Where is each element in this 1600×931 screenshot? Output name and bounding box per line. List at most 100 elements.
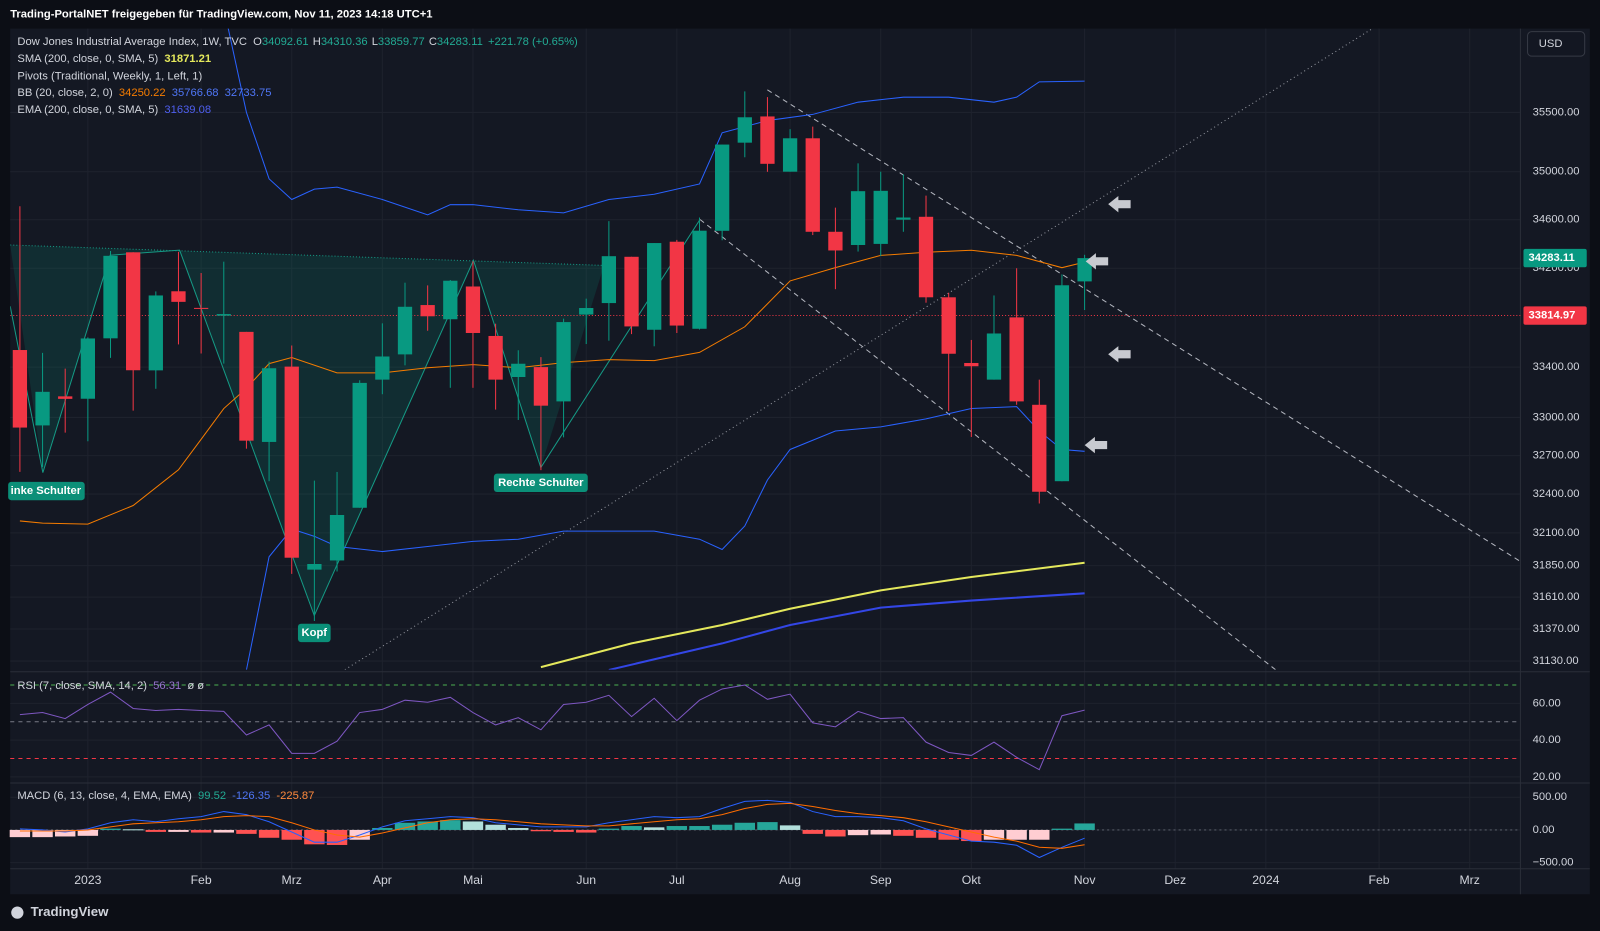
candle-body [873,190,888,244]
ema-line [608,592,1085,670]
candle-body [760,116,775,164]
macd-histogram-bar [122,829,144,831]
candle-body [896,217,911,220]
candle-body [329,515,345,561]
candle-body [35,391,50,426]
legend-value: 32733.75 [225,87,272,99]
y-tick-label: 20.00 [1533,771,1561,783]
macd-histogram-bar [9,829,31,838]
macd-histogram-bar [100,828,121,830]
legend-text: SMA (200, close, 0, SMA, 5) [17,53,158,65]
candle-body [126,252,141,371]
macd-histogram-bar [1051,828,1073,830]
legend-rsi: RSI (7, close, SMA, 14, 2) 56.31 ø ø [17,680,204,692]
price-line-label: 33814.97 [1529,310,1576,322]
candle-body [488,335,503,380]
neckline [10,244,605,266]
macd-histogram-bar [689,826,710,830]
legend-sma: SMA (200, close, 0, SMA, 5) 31871.21 [17,53,211,65]
macd-histogram-bar [485,824,506,830]
candle-body [58,396,73,399]
annotation: Kopf [302,627,328,639]
legend-value: 31871.21 [164,53,211,65]
candle-body [216,314,231,316]
candle-body [148,295,163,371]
bb-lower [245,406,1085,670]
x-tick-label: Mrz [282,873,302,887]
x-tick-label: Mai [463,873,483,887]
macd-histogram-bar [281,829,302,840]
last-price-label-box [1523,248,1587,268]
macd-histogram-bar [983,829,1005,840]
candle-body [579,308,594,315]
legend-pivots: Pivots (Traditional, Weekly, 1, Left, 1) [17,71,202,83]
candle-body [397,306,413,355]
macd-histogram-bar [440,820,461,830]
legend-main: Dow Jones Industrial Average Index, 1W, … [17,36,578,48]
y-tick-label: 33000.00 [1533,411,1580,423]
macd-histogram-bar [394,822,416,830]
legend-text: RSI (7, close, SMA, 14, 2) [17,680,147,692]
macd-histogram-bar [168,829,189,832]
x-tick-label: Feb [1369,873,1390,887]
candle-body [1077,258,1092,282]
chart-area [10,28,1590,895]
close-value: 34283.11 [437,36,483,48]
axes: 2023 Feb Mrz Apr Mai Jun Jul Aug Sep Okt Nov Dez 202… [74,106,1587,887]
macd-line [19,799,1085,859]
candle-body [805,138,820,232]
macd-histogram-bar [643,827,665,830]
open-value: 34092.61 [262,36,309,48]
macd-histogram-bar [236,829,257,834]
y-tick-label: 35500.00 [1533,106,1580,118]
x-tick-label: Aug [779,873,801,887]
macd-histogram-bar [1029,829,1050,840]
prefix: O [253,36,262,48]
x-tick-label: Nov [1074,873,1097,887]
candle-body [533,367,549,406]
macd-histogram-bar [915,829,937,838]
candle-body [103,255,118,339]
currency[interactable]: USD [1539,38,1563,50]
annotation-box [8,481,85,501]
legend-text: MACD (6, 13, close, 4, EMA, EMA) [17,790,192,802]
currency-button[interactable] [1527,31,1586,57]
candle-body [375,356,390,380]
macd-histogram-bar [372,827,393,830]
candle-body [941,297,956,354]
macd-histogram-bar [598,828,620,830]
candle-body [986,333,1002,380]
x-tick-label: Sep [870,873,892,887]
candle-body [737,117,752,143]
macd-histogram-bar [711,824,733,830]
macd-histogram-bar [961,829,982,842]
legend-bb: BB (20, close, 2, 0) 34250.22 35766.68 3273… [17,87,271,99]
footer[interactable]: TradingView [31,904,109,919]
legend-value: 34250.22 [119,87,166,99]
macd-histogram-bar [508,827,529,830]
legend-value: 31639.08 [164,104,211,116]
channel-line [699,219,1276,670]
candle-body [352,382,367,508]
annotation: inke Schulter [11,485,82,497]
candle-body [964,362,979,367]
candle-body [556,322,571,402]
macd-histogram-bar [304,829,325,845]
macd-histogram-bar [145,829,167,832]
legend-value: 35766.68 [172,87,219,99]
candle-body [80,338,95,399]
candle-body [918,216,934,298]
signal-line [19,802,1085,849]
header: Trading-PortalNET freigegeben für Tradin… [10,8,432,20]
macd-histogram-bar [802,829,823,834]
x-tick-label: Apr [373,873,392,887]
legend-value: -126.35 [232,790,270,802]
legend-value: 99.52 [198,790,226,802]
legend-macd: MACD (6, 13, close, 4, EMA, EMA) 99.52 -12… [17,790,314,802]
y-tick-label: 35000.00 [1533,166,1580,178]
x-tick-label: Feb [191,873,212,887]
macd-histogram-bar [621,826,642,830]
legend-value: -225.87 [276,790,314,802]
indicator-panes [9,684,1521,859]
macd-histogram-bar [258,829,280,838]
